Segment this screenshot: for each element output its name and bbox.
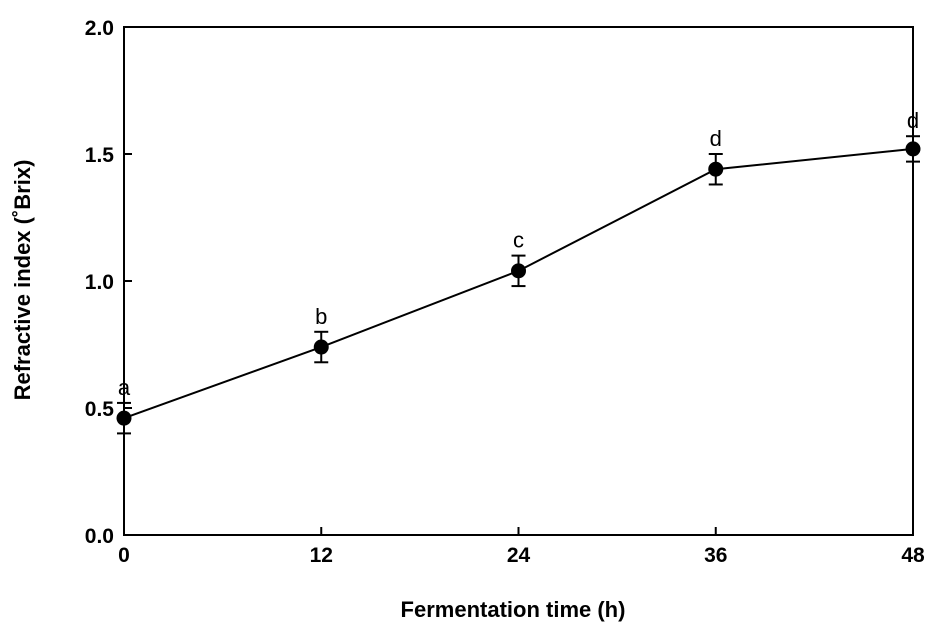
data-point [905, 141, 921, 157]
data-point [708, 161, 724, 177]
y-tick-label: 1.5 [85, 144, 115, 167]
significance-label: d [907, 108, 919, 133]
x-axis-title: Fermentation time (h) [401, 597, 626, 622]
y-tick-label: 2.0 [85, 17, 114, 40]
x-tick-label: 24 [507, 544, 531, 567]
y-axis-title: Refractive index (˚Brix) [10, 160, 35, 401]
x-tick-label: 36 [704, 544, 727, 567]
y-tick-label: 1.0 [85, 271, 114, 294]
series: a b c d d [116, 108, 921, 435]
x-tick-label: 0 [118, 544, 130, 567]
significance-label: a [118, 375, 131, 400]
data-point [313, 339, 329, 355]
significance-label: b [315, 304, 327, 329]
x-tick-label: 12 [310, 544, 333, 567]
data-point [511, 263, 526, 279]
data-point [116, 410, 132, 426]
x-tick-label: 48 [901, 544, 925, 567]
y-tick-label: 0.5 [85, 398, 115, 421]
significance-label: d [710, 126, 722, 151]
significance-label: c [513, 228, 524, 253]
ticks: 0 12 24 36 48 0.0 0.5 1.0 1.5 2.0 [85, 17, 925, 567]
y-tick-label: 0.0 [85, 525, 114, 548]
